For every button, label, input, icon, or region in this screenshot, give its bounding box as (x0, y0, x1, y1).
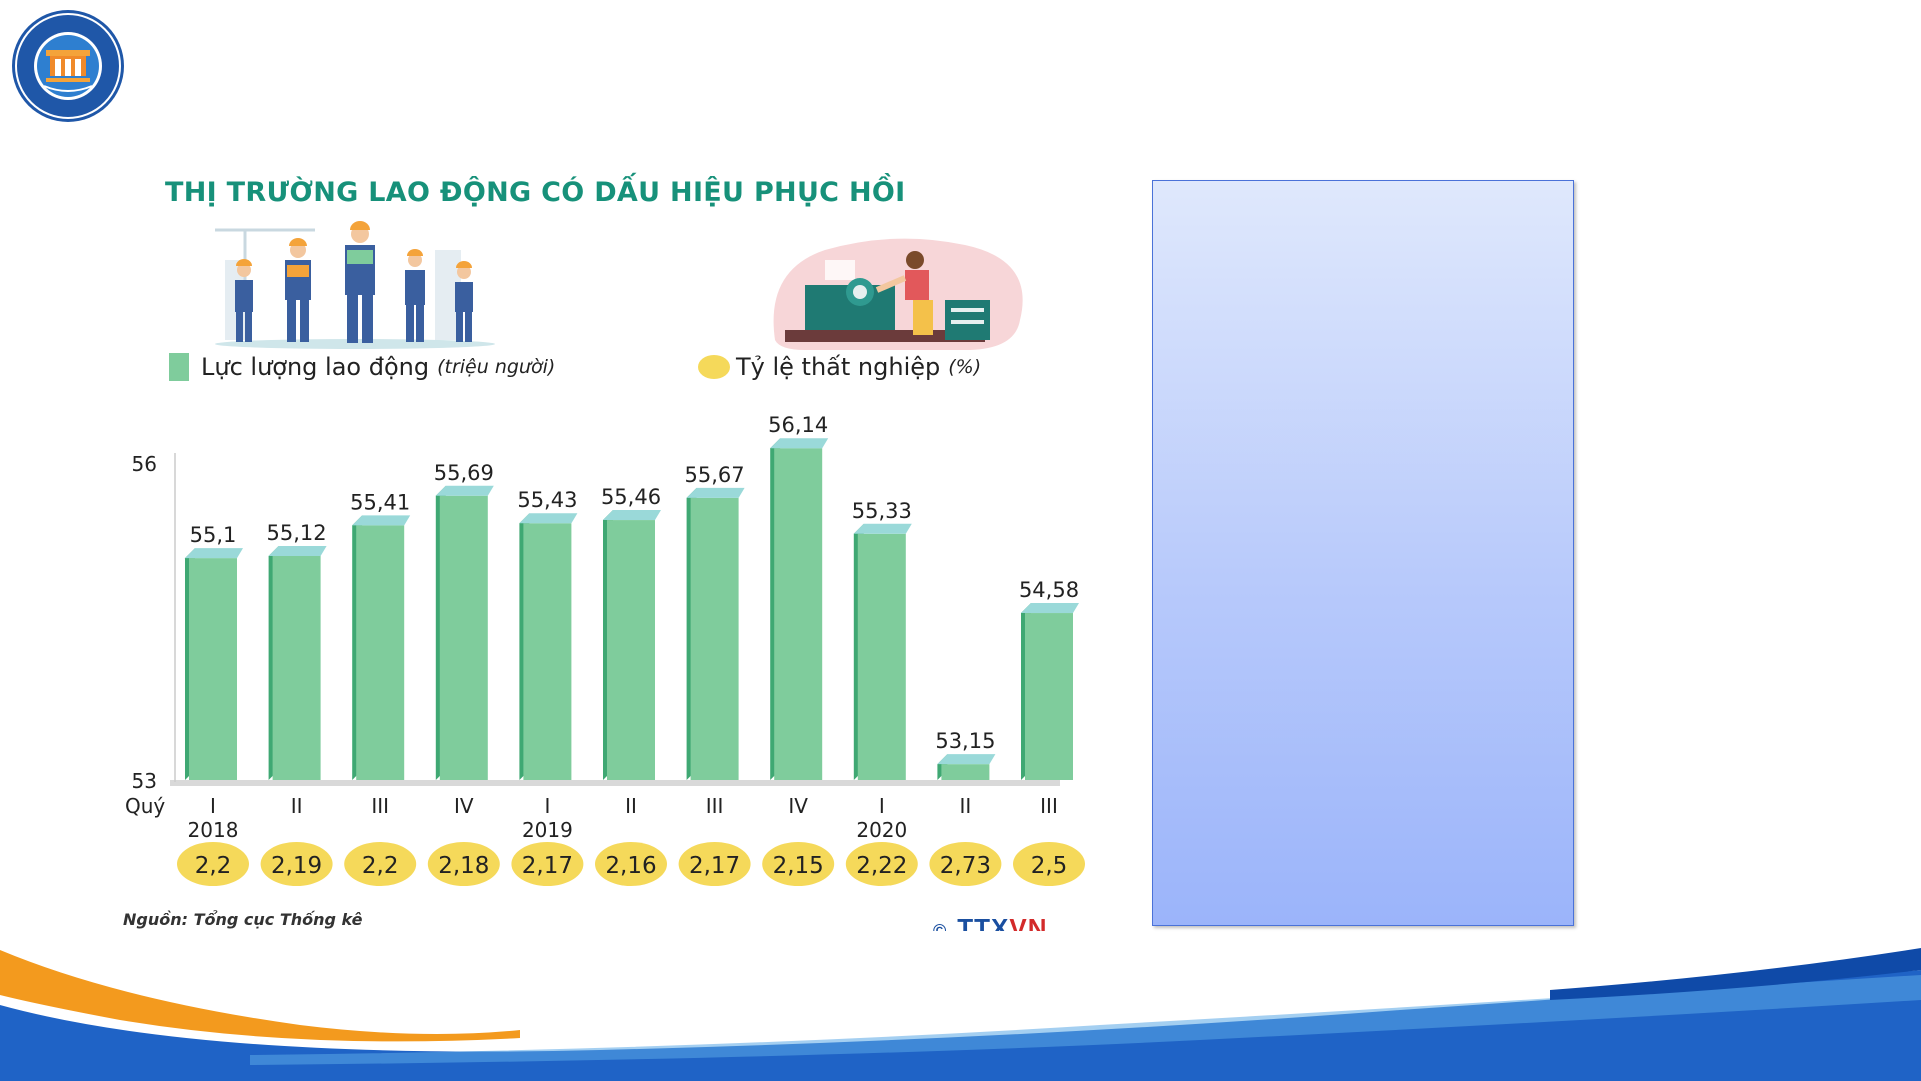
y-tick-label: 56 (132, 452, 157, 476)
copyright-symbol: © (933, 921, 948, 931)
bar-value-label: 55,43 (517, 488, 577, 512)
bar (439, 495, 488, 780)
bar-value-label: 55,67 (685, 463, 745, 487)
bar (356, 525, 405, 780)
rate-label: 2,17 (689, 853, 740, 879)
quarter-label: IV (788, 794, 808, 818)
rate-label: 2,22 (856, 853, 907, 879)
bar (189, 558, 237, 780)
bar-value-label: 55,1 (190, 523, 237, 547)
bar-top (853, 523, 912, 534)
bar-top (268, 545, 327, 556)
labor-chart: 535655,1I2,255,12II2,1955,41III2,255,69I… (125, 413, 1085, 886)
quarter-label: I (879, 794, 885, 818)
rate-bubble (595, 842, 667, 886)
chart-title: THỊ TRƯỜNG LAO ĐỘNG CÓ DẤU HIỆU PHỤC HỒI (165, 177, 906, 208)
bar-top (686, 487, 745, 498)
bar (607, 520, 655, 780)
quarter-label: I (210, 794, 216, 818)
legend-green-swatch (169, 353, 189, 381)
quarter-label: III (706, 794, 724, 818)
quarter-label: III (371, 794, 389, 818)
bar (774, 448, 823, 780)
footer-wave (0, 948, 1921, 1081)
legend-unemployment-label: Tỷ lệ thất nghiệp (736, 353, 941, 381)
legend-yellow-swatch (698, 355, 730, 379)
bar (941, 764, 990, 780)
content-panel (1152, 180, 1574, 926)
rate-bubble (1013, 842, 1085, 886)
rate-label: 2,16 (605, 853, 656, 879)
rate-bubble (427, 842, 500, 886)
year-label: 2019 (522, 818, 573, 842)
rate-label: 2,19 (271, 853, 322, 879)
rate-bubble (762, 842, 835, 886)
bar-top (435, 485, 494, 496)
ttxvn-credit: © TTXVN (933, 913, 1048, 931)
bar (1025, 613, 1073, 780)
rate-bubble (929, 842, 1002, 886)
rate-bubble (678, 842, 751, 886)
bar-top (185, 548, 243, 559)
bar-top (770, 438, 829, 449)
quarter-label: III (1040, 794, 1058, 818)
bar (272, 555, 321, 780)
bar (857, 533, 906, 780)
bar-value-label: 55,69 (434, 461, 494, 485)
legend-unemployment: Tỷ lệ thất nghiệp (%) (698, 353, 981, 381)
bar-top (519, 513, 578, 524)
y-tick-label: 53 (132, 769, 157, 793)
quarter-label: II (625, 794, 637, 818)
credit-name-main: TTX (957, 913, 1010, 931)
rate-bubble (177, 842, 249, 886)
bar-value-label: 53,15 (935, 729, 995, 753)
year-label: 2018 (188, 818, 239, 842)
bar-value-label: 56,14 (768, 413, 828, 437)
university-logo (12, 10, 124, 122)
bar-top (603, 510, 661, 521)
year-label: 2020 (856, 818, 907, 842)
bar-top (937, 754, 996, 765)
factory-worker-illustration (773, 238, 1023, 350)
bar-value-label: 54,58 (1019, 578, 1079, 602)
chart-floor (170, 780, 1060, 786)
infographic: THỊ TRƯỜNG LAO ĐỘNG CÓ DẤU HIỆU PHỤC HỒI (115, 165, 1115, 945)
workers-illustration (215, 221, 495, 349)
rate-bubble (344, 842, 417, 886)
bar-value-label: 55,33 (852, 499, 912, 523)
bar-value-label: 55,41 (350, 490, 410, 514)
bar-top (352, 515, 411, 526)
quarter-label: II (960, 794, 972, 818)
bar (523, 523, 572, 780)
bar-value-label: 55,46 (601, 485, 661, 509)
quarter-label: II (291, 794, 303, 818)
legend-labor-unit: (triệu người) (437, 356, 556, 378)
rate-bubble (845, 842, 918, 886)
rate-bubble (511, 842, 584, 886)
rate-bubble (260, 842, 333, 886)
quarter-prefix: Quý (125, 794, 165, 818)
bar (690, 497, 739, 780)
rate-label: 2,17 (522, 853, 573, 879)
quarter-label: I (544, 794, 550, 818)
legend-unemployment-unit: (%) (948, 356, 982, 378)
bar-top (1021, 603, 1079, 614)
bar-value-label: 55,12 (267, 521, 327, 545)
legend-labor-force: Lực lượng lao động (triệu người) (169, 353, 555, 381)
quarter-label: IV (454, 794, 474, 818)
rate-label: 2,18 (438, 853, 489, 879)
credit-name-accent: VN (1009, 913, 1048, 931)
rate-label: 2,2 (362, 853, 399, 879)
source-note: Nguồn: Tổng cục Thống kê (123, 910, 363, 929)
rate-label: 2,15 (773, 853, 824, 879)
rate-label: 2,5 (1031, 853, 1068, 879)
legend-labor-label: Lực lượng lao động (201, 353, 430, 381)
rate-label: 2,2 (195, 853, 232, 879)
rate-label: 2,73 (940, 853, 991, 879)
